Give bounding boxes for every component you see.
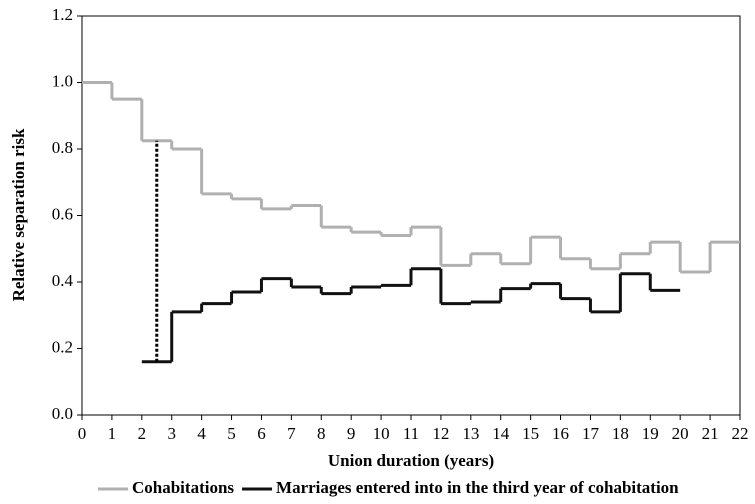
x-tick-label: 14 [492, 424, 510, 443]
y-tick-label: 0.8 [52, 138, 73, 157]
y-tick-label: 0.0 [52, 404, 73, 423]
y-axis-label: Relative separation risk [9, 128, 28, 301]
x-axis-label: Union duration (years) [328, 451, 494, 470]
x-tick-label: 21 [702, 424, 719, 443]
x-tick-label: 9 [347, 424, 356, 443]
x-tick-label: 0 [78, 424, 87, 443]
x-tick-label: 20 [672, 424, 689, 443]
x-tick-label: 1 [108, 424, 117, 443]
x-tick-label: 2 [138, 424, 147, 443]
x-tick-label: 22 [732, 424, 749, 443]
x-tick-label: 12 [432, 424, 449, 443]
y-tick-label: 0.4 [52, 271, 74, 290]
x-tick-label: 6 [257, 424, 266, 443]
x-tick-label: 16 [552, 424, 569, 443]
x-tick-label: 17 [582, 424, 600, 443]
x-tick-label: 18 [612, 424, 629, 443]
x-tick-label: 8 [317, 424, 326, 443]
x-tick-label: 5 [227, 424, 236, 443]
legend-label: Cohabitations [132, 478, 234, 497]
plot-frame [81, 15, 741, 416]
x-tick-label: 4 [197, 424, 206, 443]
x-tick-label: 10 [373, 424, 390, 443]
legend-label: Marriages entered into in the third year… [276, 478, 679, 497]
y-tick-label: 1.0 [52, 71, 73, 90]
x-tick-label: 7 [287, 424, 296, 443]
y-tick-label: 0.6 [52, 204, 73, 223]
x-tick-label: 19 [642, 424, 659, 443]
x-tick-label: 3 [167, 424, 176, 443]
x-tick-label: 13 [462, 424, 479, 443]
x-tick-label: 15 [522, 424, 539, 443]
x-tick-label: 11 [403, 424, 419, 443]
y-tick-label: 1.2 [52, 5, 73, 24]
y-tick-label: 0.2 [52, 337, 73, 356]
